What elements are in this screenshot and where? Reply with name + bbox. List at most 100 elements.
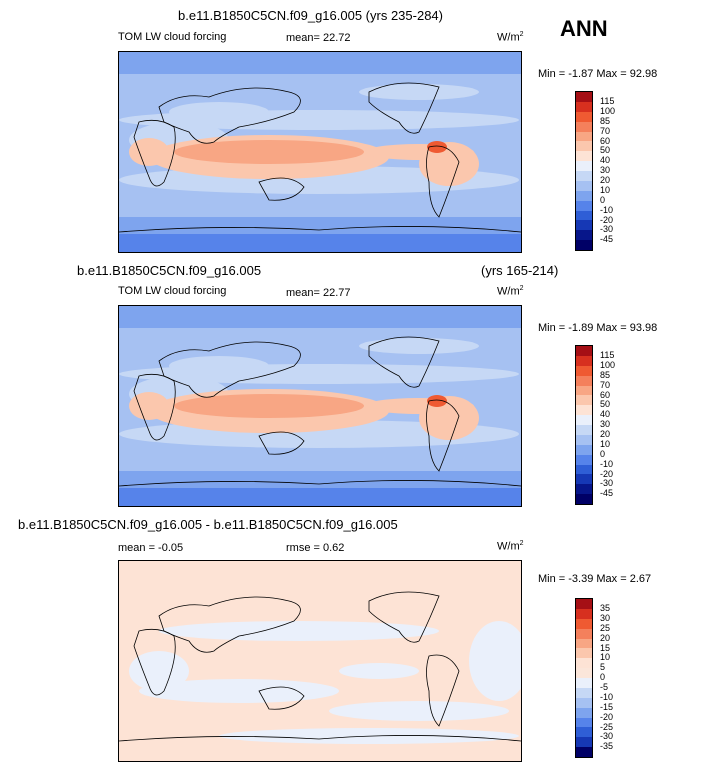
colorbar-label: 85 — [600, 369, 611, 380]
colorbar-label: -45 — [600, 234, 614, 245]
colorbar-swatch — [576, 230, 592, 241]
colorbar-label: 70 — [600, 125, 611, 136]
colorbar-swatch — [576, 151, 592, 162]
panel2-varname: TOM LW cloud forcing — [118, 285, 227, 297]
colorbar-swatch — [576, 707, 592, 718]
colorbar-label: -30 — [600, 224, 614, 235]
colorbar-swatch — [576, 454, 592, 465]
colorbar-swatch — [576, 494, 592, 504]
colorbar-swatch — [576, 444, 592, 455]
panel3-mean: mean = -0.05 — [118, 542, 184, 554]
colorbar-label: -20 — [600, 711, 614, 722]
colorbar-label: 40 — [600, 155, 611, 166]
colorbar-swatch — [576, 727, 592, 738]
colorbar-swatch — [576, 484, 592, 495]
panel3-rmse: rmse = 0.62 — [286, 542, 345, 554]
colorbar-label: -15 — [600, 701, 614, 712]
colorbar-swatch — [576, 678, 592, 688]
colorbar-swatch — [576, 385, 592, 396]
panel3-map — [118, 560, 522, 762]
season-label: ANN — [560, 16, 608, 41]
colorbar-label: -10 — [600, 458, 614, 469]
colorbar-label: -35 — [600, 741, 614, 752]
colorbar-swatch — [576, 375, 592, 386]
panel2-units: W/m2 — [497, 285, 524, 298]
colorbar-swatch — [576, 210, 592, 221]
colorbar-swatch — [576, 346, 592, 356]
panel1-units: W/m2 — [497, 31, 524, 44]
colorbar-label: 100 — [600, 105, 616, 116]
colorbar-swatch — [576, 92, 592, 102]
colorbar-swatch — [576, 618, 592, 629]
colorbar-swatch — [576, 131, 592, 142]
colorbar-swatch — [576, 668, 592, 678]
colorbar-label: 0 — [600, 194, 606, 205]
colorbar-label: 50 — [600, 399, 611, 410]
colorbar-label: 0 — [600, 672, 606, 683]
colorbar-swatch — [576, 121, 592, 132]
colorbar-swatch — [576, 687, 592, 698]
colorbar-label: 20 — [600, 632, 611, 643]
colorbar-label: -20 — [600, 214, 614, 225]
colorbar-label: 60 — [600, 135, 611, 146]
colorbar-label: 35 — [600, 603, 611, 613]
colorbar-swatch — [576, 474, 592, 485]
colorbar-swatch — [576, 658, 592, 669]
colorbar-label: 25 — [600, 622, 611, 633]
panel2-colorbar — [575, 345, 593, 505]
colorbar-swatch — [576, 599, 592, 609]
colorbar-swatch — [576, 365, 592, 376]
colorbar-label: 30 — [600, 612, 611, 623]
colorbar-swatch — [576, 141, 592, 152]
colorbar-swatch — [576, 355, 592, 366]
colorbar-swatch — [576, 425, 592, 435]
colorbar-label: -30 — [600, 478, 614, 489]
colorbar-swatch — [576, 415, 592, 425]
panel1-mean: mean= 22.72 — [286, 32, 351, 44]
colorbar-label: 30 — [600, 165, 611, 176]
colorbar-label: 20 — [600, 175, 611, 185]
colorbar-label: 70 — [600, 379, 611, 390]
colorbar-label: 30 — [600, 419, 611, 430]
colorbar-label: -25 — [600, 721, 614, 732]
colorbar-swatch — [576, 200, 592, 211]
colorbar-label: 60 — [600, 389, 611, 400]
panel3-minmax: Min = -3.39 Max = 2.67 — [538, 573, 652, 585]
panel2-years: (yrs 165-214) — [481, 263, 559, 278]
colorbar-swatch — [576, 434, 592, 445]
colorbar-label: 100 — [600, 359, 616, 370]
panel1-title: b.e11.B1850C5CN.f09_g16.005 (yrs 235-284… — [178, 8, 443, 23]
colorbar-swatch — [576, 405, 592, 416]
colorbar-swatch — [576, 737, 592, 748]
colorbar-swatch — [576, 171, 592, 181]
colorbar-label: 10 — [600, 438, 611, 449]
colorbar-label: -45 — [600, 488, 614, 499]
colorbar-label: 10 — [600, 652, 611, 663]
colorbar-swatch — [576, 697, 592, 708]
colorbar-label: -10 — [600, 691, 614, 702]
colorbar-swatch — [576, 190, 592, 201]
colorbar-swatch — [576, 220, 592, 231]
panel2-minmax: Min = -1.89 Max = 93.98 — [538, 322, 658, 334]
colorbar-label: -5 — [600, 682, 609, 692]
colorbar-label: 85 — [600, 115, 611, 126]
colorbar-swatch — [576, 240, 592, 250]
panel3-units: W/m2 — [497, 540, 524, 553]
panel1-minmax: Min = -1.87 Max = 92.98 — [538, 68, 658, 80]
colorbar-swatch — [576, 717, 592, 728]
colorbar-swatch — [576, 747, 592, 757]
colorbar-label: 40 — [600, 409, 611, 420]
colorbar-swatch — [576, 111, 592, 122]
colorbar-label: 5 — [600, 662, 606, 673]
colorbar-swatch — [576, 101, 592, 112]
colorbar-label: -30 — [600, 731, 614, 742]
panel1-colorbar — [575, 91, 593, 251]
colorbar-swatch — [576, 395, 592, 406]
panel1-map — [118, 51, 522, 253]
colorbar-swatch — [576, 161, 592, 171]
colorbar-label: -20 — [600, 468, 614, 479]
panel3-colorbar — [575, 598, 593, 758]
colorbar-swatch — [576, 648, 592, 659]
panel2-title: b.e11.B1850C5CN.f09_g16.005 — [77, 263, 262, 278]
colorbar-label: 115 — [600, 96, 615, 106]
